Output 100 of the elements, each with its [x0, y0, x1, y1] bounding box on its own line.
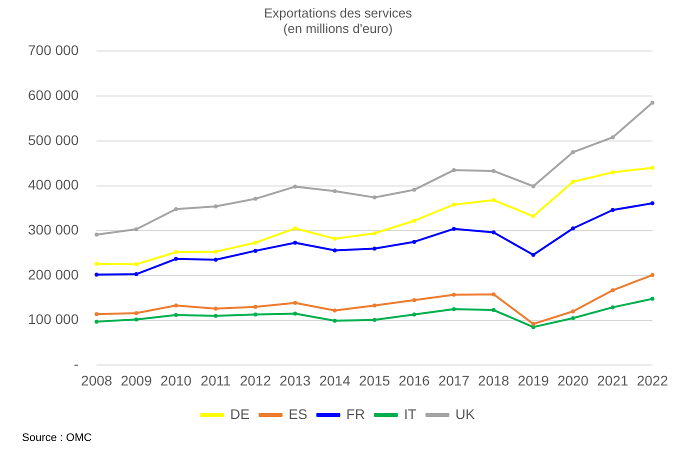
point [94, 320, 99, 324]
point [214, 314, 218, 318]
point [332, 318, 337, 323]
x-tick-label: 2010 [160, 372, 192, 388]
x-tick-label: 2020 [557, 372, 589, 388]
legend-label: DE [230, 406, 250, 422]
point [650, 296, 654, 301]
y-tick-label: 100 000 [28, 311, 79, 328]
point [174, 207, 178, 212]
point [253, 304, 258, 309]
point [372, 304, 377, 308]
point [214, 306, 218, 311]
point [214, 204, 218, 208]
chart-title: Exportations des services [264, 5, 413, 20]
point [134, 317, 138, 322]
point [332, 236, 337, 241]
x-tick-label: 2022 [636, 372, 668, 388]
point [610, 305, 615, 310]
point [372, 231, 377, 236]
point [214, 250, 218, 254]
legend-label: IT [404, 406, 417, 422]
point [293, 184, 298, 189]
point [412, 240, 416, 244]
point [293, 312, 298, 316]
point [253, 312, 258, 317]
point [94, 232, 99, 237]
point [134, 262, 138, 266]
point [571, 226, 576, 230]
point [531, 214, 536, 218]
point [293, 226, 298, 230]
point [650, 201, 654, 206]
y-tick-label: 300 000 [28, 221, 79, 238]
point [571, 150, 576, 154]
point [650, 273, 654, 278]
point [332, 248, 337, 252]
point [174, 256, 178, 261]
point [531, 184, 536, 188]
point [214, 258, 218, 262]
point [332, 189, 337, 194]
point [610, 135, 615, 140]
point [531, 322, 536, 326]
point [412, 218, 416, 223]
point [610, 208, 615, 212]
point [134, 227, 138, 232]
x-tick-label: 2008 [81, 372, 112, 388]
x-tick-label: 2019 [518, 372, 550, 388]
point [492, 168, 496, 173]
y-tick-label: 600 000 [28, 86, 79, 103]
x-tick-label: 2018 [478, 372, 510, 388]
point [174, 312, 178, 317]
legend-label: FR [346, 406, 365, 422]
point [94, 312, 99, 316]
point [571, 180, 576, 184]
point [174, 304, 178, 308]
point [650, 100, 654, 105]
point [134, 311, 138, 316]
x-tick-label: 2009 [120, 372, 152, 388]
legend-label: UK [455, 406, 476, 422]
point [253, 240, 258, 245]
point [610, 170, 615, 174]
point [412, 188, 416, 192]
x-tick-label: 2016 [398, 372, 430, 388]
point [531, 252, 536, 257]
point [610, 288, 615, 292]
y-tick-label: 700 000 [28, 42, 79, 58]
point [412, 312, 416, 317]
x-tick-label: 2021 [597, 372, 629, 388]
point [253, 248, 258, 253]
point [94, 262, 99, 266]
point [174, 250, 178, 254]
point [492, 308, 496, 312]
x-tick-label: 2012 [240, 372, 272, 388]
point [134, 272, 138, 276]
point [372, 195, 377, 200]
source-note: Source : OMC [22, 432, 92, 444]
legend-label: ES [288, 406, 308, 422]
point [412, 298, 416, 302]
y-tick-label: 500 000 [28, 132, 79, 148]
x-tick-label: 2017 [438, 372, 470, 388]
x-tick-label: 2014 [319, 372, 351, 388]
point [452, 226, 456, 231]
x-tick-label: 2015 [358, 372, 390, 388]
point [452, 292, 456, 297]
chart-subtitle: (en millions d'euro) [283, 20, 393, 36]
point [492, 292, 496, 296]
point [293, 240, 298, 245]
point [571, 309, 576, 314]
point [332, 308, 337, 312]
y-tick-label: 400 000 [28, 176, 79, 193]
point [94, 272, 99, 277]
point [571, 316, 576, 320]
y-tick-label: - [74, 356, 79, 372]
point [372, 246, 377, 251]
point [452, 202, 456, 207]
x-tick-label: 2011 [200, 372, 231, 388]
point [452, 168, 456, 172]
point [293, 300, 298, 305]
x-tick-label: 2013 [280, 372, 311, 388]
point [650, 166, 654, 170]
point [492, 230, 496, 234]
